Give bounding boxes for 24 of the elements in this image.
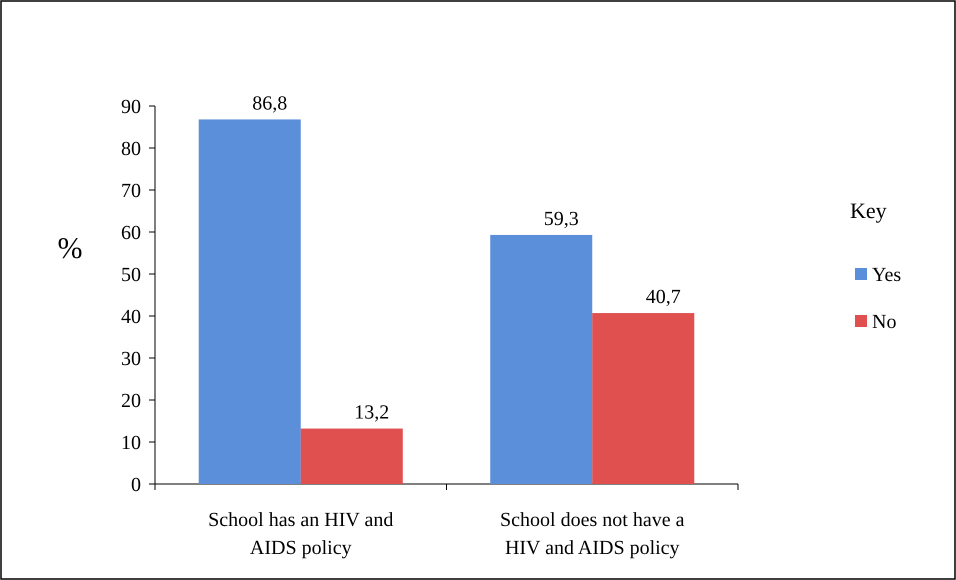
bar: [198, 119, 301, 484]
y-axis-title: %: [58, 232, 82, 265]
y-tick-label: 70: [121, 180, 141, 202]
data-label: 40,7: [646, 286, 681, 308]
y-tick-label: 40: [121, 306, 141, 328]
y-tick-label: 50: [121, 264, 141, 286]
legend-label: Yes: [872, 264, 902, 286]
legend-label: No: [872, 311, 896, 333]
y-tick-label: 30: [121, 348, 141, 370]
data-label: 59,3: [544, 208, 579, 230]
legend-title: Key: [850, 198, 887, 223]
y-tick-label: 0: [131, 474, 141, 496]
data-label: 13,2: [354, 402, 390, 424]
y-tick-label: 10: [121, 432, 141, 454]
y-tick-label: 60: [121, 222, 141, 244]
bar: [592, 313, 694, 484]
x-tick-label: School does not have a HIV and AIDS policy: [500, 509, 685, 559]
x-tick-label: School has an HIV and AIDS policy: [208, 509, 394, 559]
bar: [300, 428, 403, 484]
y-tick-label: 80: [121, 138, 141, 160]
bar: [490, 234, 592, 484]
y-tick-label: 90: [121, 96, 141, 118]
y-tick-label: 20: [121, 390, 141, 412]
data-label: 86,8: [252, 92, 288, 114]
